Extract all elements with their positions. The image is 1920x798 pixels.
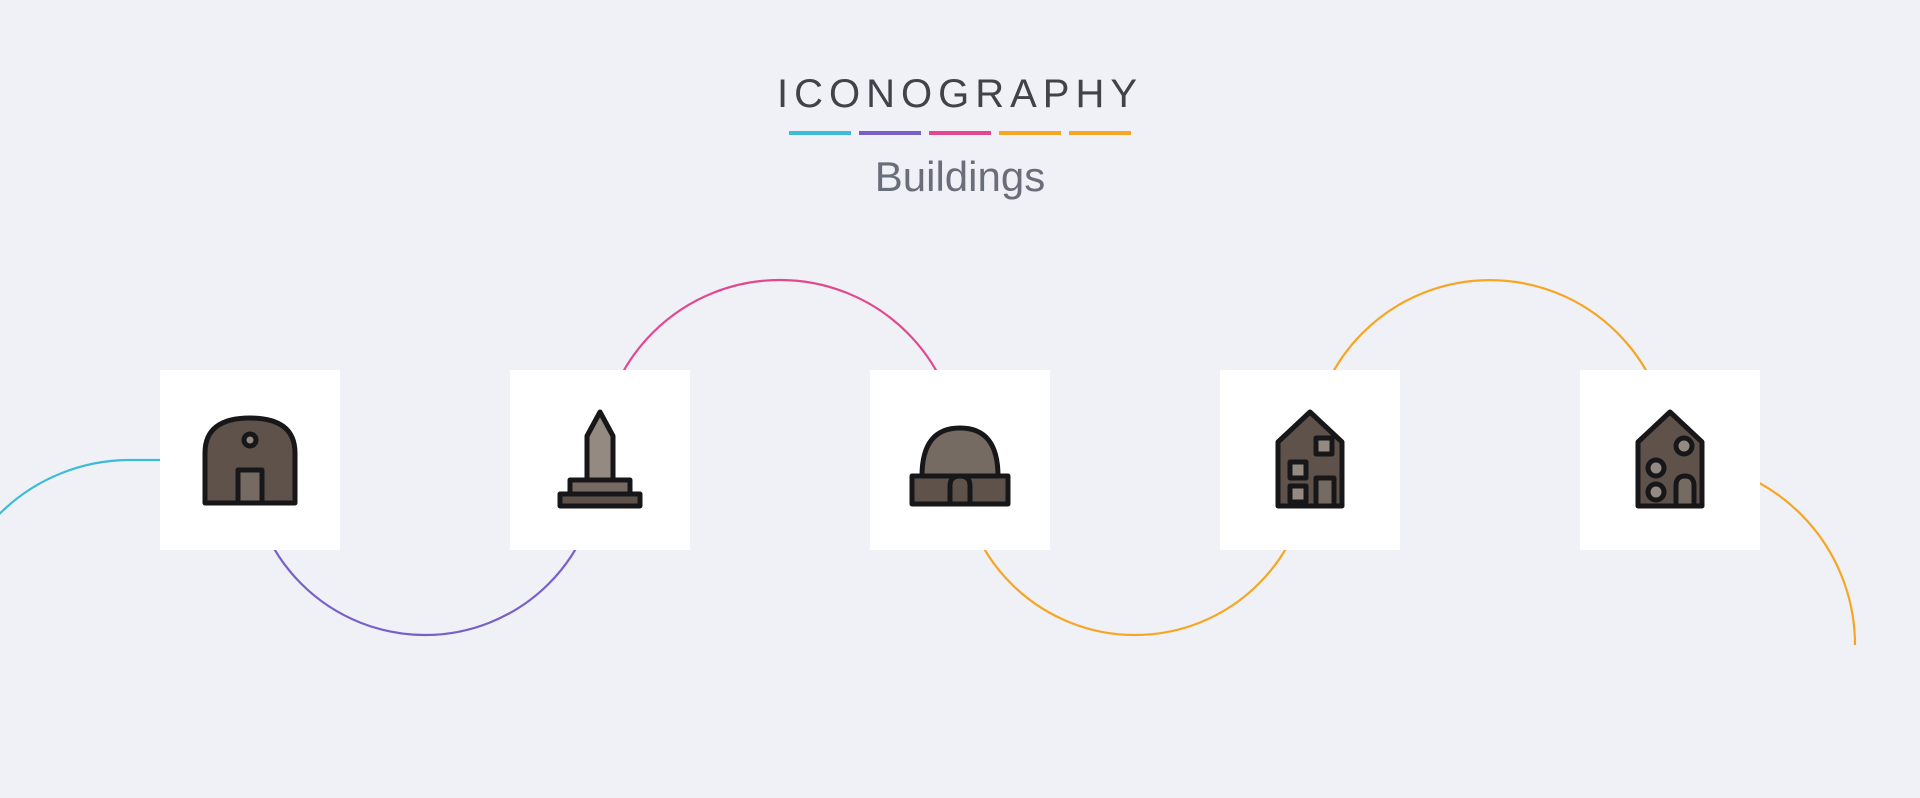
house-tall-icon	[1250, 398, 1370, 523]
dome-icon	[900, 398, 1020, 523]
barn-icon	[190, 398, 310, 523]
dome-tile	[870, 370, 1050, 550]
house-arch-icon	[1610, 398, 1730, 523]
monument-icon	[540, 398, 660, 523]
monument-tile	[510, 370, 690, 550]
barn-tile	[160, 370, 340, 550]
house-tall-tile	[1220, 370, 1400, 550]
house-arch-tile	[1580, 370, 1760, 550]
